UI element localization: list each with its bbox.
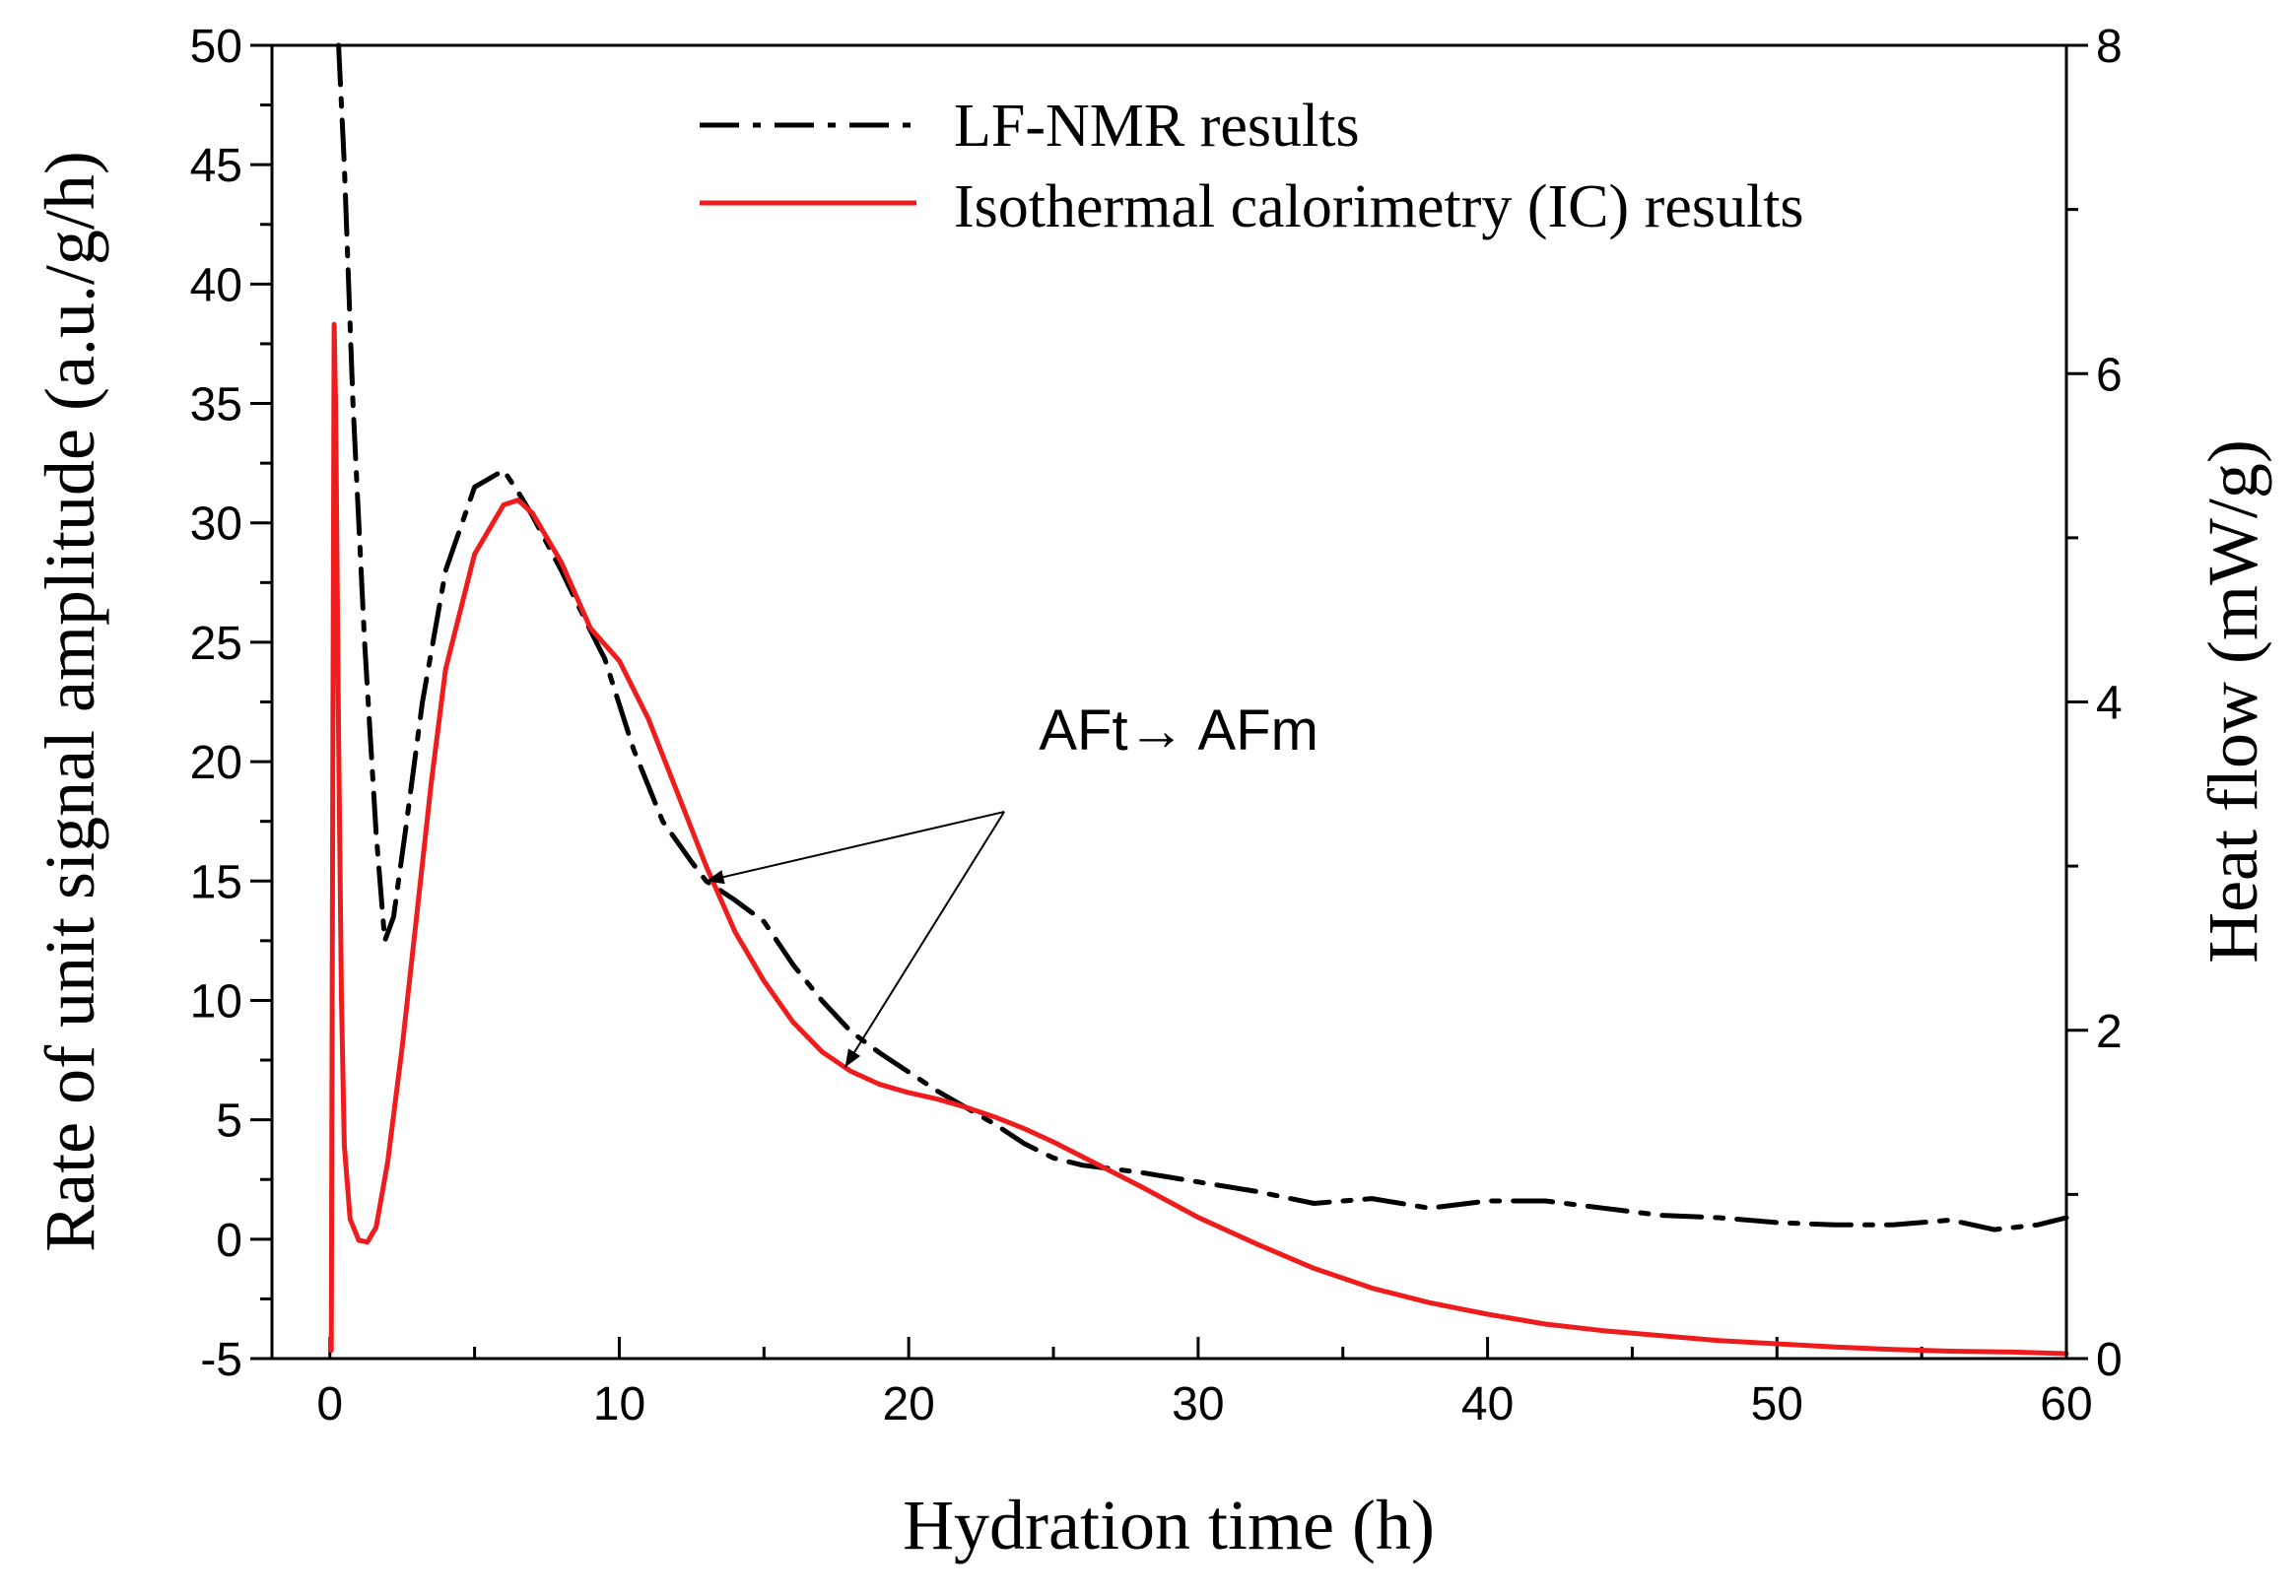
y-left-tick-label: 0 [216, 1215, 242, 1267]
y-left-tick-label: 45 [190, 140, 242, 192]
tick-labels: 0 10 20 30 40 50 60 -5 0 5 10 15 20 25 30 35 40 45 50 0 2 4 6 8 [190, 21, 2123, 1430]
annotation-layer: AFt→ AFm [706, 698, 1318, 1068]
y-left-tick-label: -5 [200, 1334, 242, 1386]
y-right-tick-label: 0 [2096, 1334, 2123, 1386]
y-right-tick-label: 4 [2096, 678, 2123, 730]
x-tick-label: 50 [1751, 1378, 1803, 1430]
series-layer [328, 42, 2069, 1357]
series-line-lf-nmr [336, 42, 2069, 1232]
y-left-tick-label: 50 [190, 21, 242, 73]
x-tick-label: 10 [593, 1378, 645, 1430]
annotation-arrow [706, 811, 1005, 885]
y-right-tick-label: 6 [2096, 349, 2123, 401]
x-tick-label: 60 [2040, 1378, 2092, 1430]
legend: LF-NMR results Isothermal calorimetry (I… [700, 93, 1804, 240]
annotation-arrow [844, 811, 1005, 1068]
y-left-tick-label: 30 [190, 499, 242, 551]
y-left-tick-label: 25 [190, 618, 242, 670]
y-left-tick-label: 15 [190, 856, 242, 908]
y-left-tick-label: 10 [190, 975, 242, 1028]
y-left-tick-label: 40 [190, 259, 242, 311]
x-tick-label: 40 [1461, 1378, 1514, 1430]
x-tick-label: 0 [316, 1378, 343, 1430]
series-line-ic [328, 321, 2069, 1357]
y-left-tick-label: 5 [216, 1096, 242, 1148]
legend-label-ic: Isothermal calorimetry (IC) results [954, 173, 1804, 240]
x-axis-title: Hydration time (h) [903, 1486, 1435, 1564]
plot-frame [270, 43, 2068, 1361]
y-right-tick-label: 2 [2096, 1006, 2123, 1058]
annotation-label: AFt→ AFm [1039, 698, 1318, 763]
y-left-tick-label: 35 [190, 379, 242, 432]
x-tick-label: 30 [1172, 1378, 1224, 1430]
y-left-tick-label: 20 [190, 737, 242, 789]
y-right-axis-title: Heat flow (mW/g) [2194, 439, 2272, 964]
legend-label-lf-nmr: LF-NMR results [954, 93, 1360, 160]
y-right-tick-label: 8 [2096, 21, 2123, 73]
y-left-axis-title: Rate of unit signal amplitude (a.u./g/h) [31, 151, 109, 1252]
x-tick-label: 20 [882, 1378, 934, 1430]
